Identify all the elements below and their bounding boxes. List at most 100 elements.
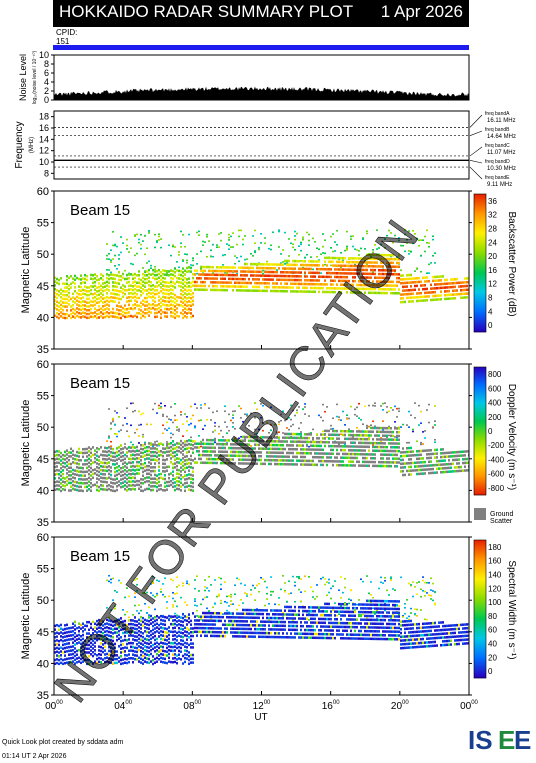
echo-cell: [108, 657, 110, 660]
echo-cell: [270, 436, 272, 439]
echo-cell: [114, 281, 116, 284]
echo-cell: [204, 241, 206, 243]
echo-cell: [208, 446, 210, 449]
echo-cell: [80, 297, 82, 300]
echo-cell: [410, 473, 412, 476]
echo-cell: [64, 624, 66, 627]
echo-cell: [76, 638, 78, 641]
echo-cell: [132, 642, 134, 645]
echo-cell: [136, 445, 138, 449]
echo-cell: [206, 233, 208, 236]
echo-cell: [136, 624, 138, 627]
echo-cell: [284, 455, 286, 458]
echo-cell: [254, 289, 256, 292]
echo-cell: [124, 638, 126, 642]
echo-cell: [102, 484, 104, 487]
echo-cell: [298, 290, 300, 293]
echo-cell: [86, 305, 88, 308]
echo-cell: [398, 276, 400, 280]
echo-cell: [282, 447, 284, 451]
echo-cell: [150, 307, 152, 311]
echo-cell: [366, 445, 368, 449]
echo-cell: [320, 275, 322, 278]
echo-cell: [88, 620, 90, 624]
echo-cell: [180, 311, 182, 315]
echo-cell: [96, 657, 98, 661]
echo-cell: [66, 293, 68, 297]
echo-cell: [138, 453, 140, 456]
echo-cell: [164, 623, 166, 626]
echo-cell: [120, 429, 122, 431]
echo-cell: [422, 457, 424, 460]
echo-cell: [74, 628, 76, 631]
echo-cell: [262, 263, 264, 266]
echo-cell: [92, 647, 94, 650]
echo-cell: [254, 270, 256, 273]
echo-cell: [300, 282, 302, 286]
echo-cell: [170, 641, 172, 645]
echo-cell: [396, 446, 398, 449]
echo-cell: [118, 645, 120, 648]
echo-cell: [378, 445, 380, 449]
echo-cell: [210, 269, 212, 273]
echo-cell: [340, 433, 342, 436]
echo-cell: [440, 286, 442, 290]
echo-cell: [336, 268, 338, 271]
echo-cell: [140, 638, 142, 642]
echo-cell: [60, 288, 62, 291]
echo-cell: [182, 483, 184, 487]
echo-cell: [328, 275, 330, 279]
echo-cell: [430, 298, 432, 302]
echo-cell: [110, 657, 112, 661]
echo-cell: [238, 277, 240, 281]
echo-cell: [186, 415, 188, 418]
echo-cell: [364, 261, 366, 264]
echo-cell: [124, 446, 126, 449]
echo-cell: [308, 452, 310, 455]
echo-cell: [114, 623, 116, 627]
echo-cell: [126, 611, 128, 613]
echo-cell: [408, 454, 410, 457]
echo-cell: [112, 451, 114, 455]
echo-cell: [168, 645, 170, 648]
echo-cell: [118, 309, 120, 312]
echo-cell: [362, 430, 364, 433]
echo-cell: [374, 253, 376, 257]
echo-cell: [212, 288, 214, 292]
echo-cell: [248, 454, 250, 458]
echo-cell: [184, 440, 186, 443]
echo-cell: [136, 639, 138, 642]
echo-cell: [146, 262, 148, 264]
echo-cell: [174, 660, 176, 664]
echo-cell: [56, 646, 58, 650]
echo-cell: [130, 402, 132, 405]
echo-cell: [448, 289, 450, 293]
echo-cell: [464, 461, 466, 465]
echo-cell: [192, 303, 194, 306]
echo-cell: [134, 631, 136, 634]
echo-cell: [128, 649, 130, 653]
echo-cell: [320, 444, 322, 448]
echo-cell: [236, 281, 238, 285]
echo-cell: [228, 458, 230, 461]
echo-cell: [370, 283, 372, 287]
echo-cell: [290, 451, 292, 455]
echo-cell: [310, 275, 312, 278]
echo-cell: [120, 643, 122, 647]
echo-cell: [106, 465, 108, 469]
echo-cell: [240, 285, 242, 288]
echo-cell: [222, 288, 224, 292]
echo-cell: [242, 285, 244, 288]
echo-cell: [144, 622, 146, 625]
echo-cell: [120, 482, 122, 485]
echo-cell: [160, 282, 162, 285]
echo-cell: [104, 308, 106, 311]
echo-cell: [436, 298, 438, 301]
echo-cell: [132, 630, 134, 634]
echo-cell: [180, 658, 182, 661]
echo-cell: [184, 292, 186, 295]
echo-cell: [94, 288, 96, 291]
echo-cell: [242, 270, 244, 273]
echo-cell: [434, 456, 436, 459]
echo-cell: [192, 257, 194, 259]
